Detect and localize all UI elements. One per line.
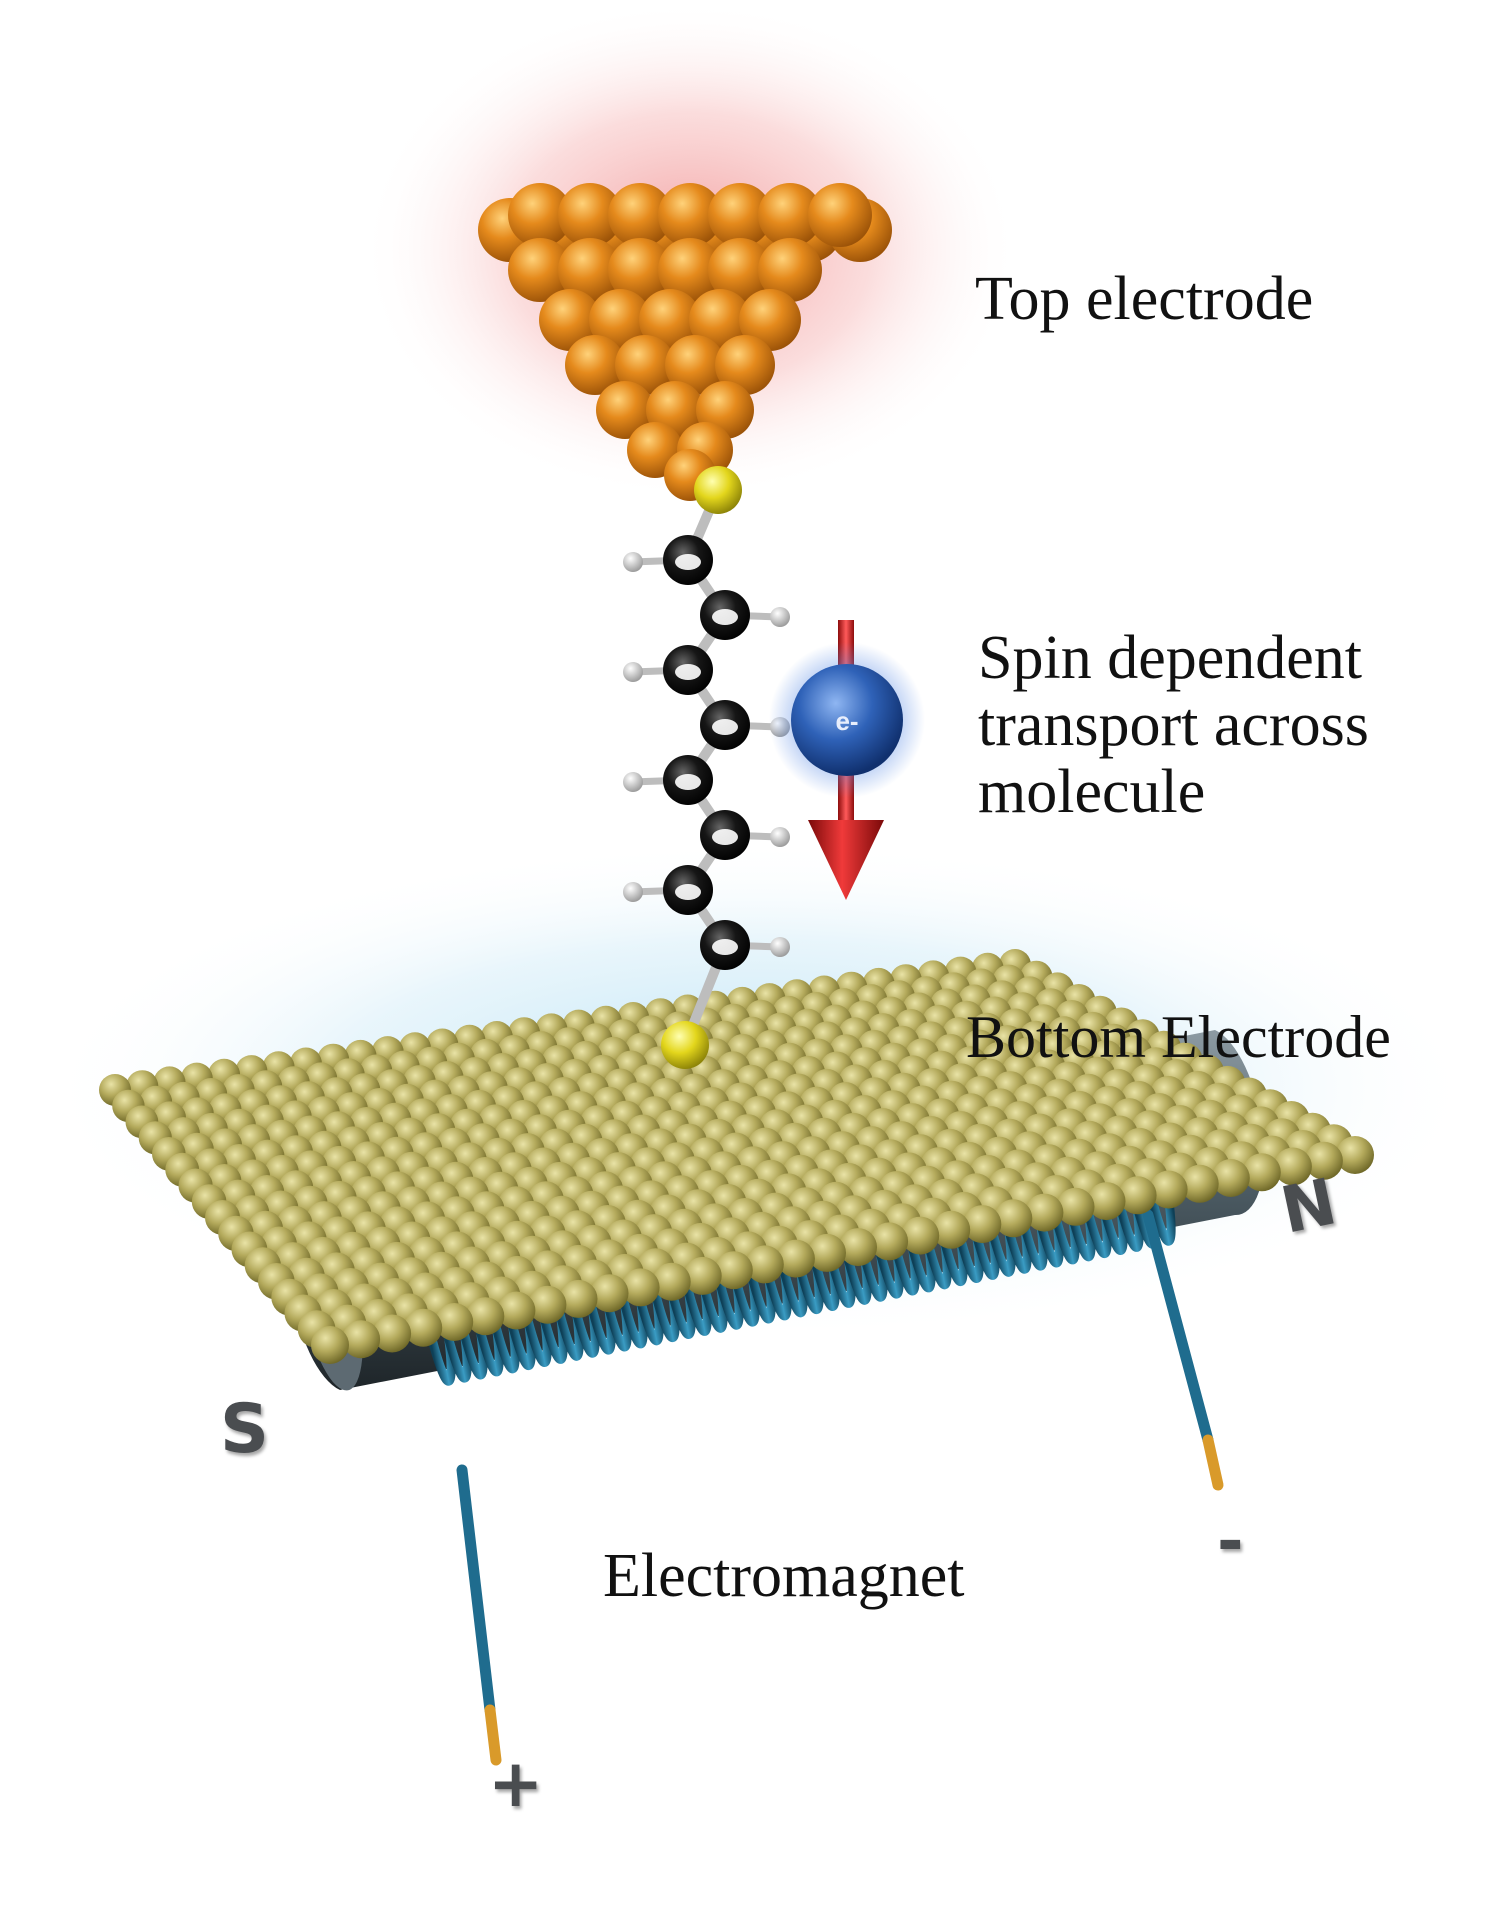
bottom-electrode-label: Bottom Electrode [966, 1004, 1391, 1070]
electron-sphere [791, 664, 903, 776]
top-electrode-atom [715, 335, 775, 395]
carbon-atom-highlight [675, 664, 701, 680]
bottom-electrode-atom [1056, 1187, 1095, 1226]
sulfur-atom [661, 1021, 709, 1069]
carbon-atom-highlight [712, 609, 738, 625]
negative-wire-tip [1202, 1434, 1224, 1491]
top-electrode-atom [608, 238, 672, 302]
bottom-electrode-atom [1180, 1164, 1219, 1203]
bottom-electrode-atom [1118, 1176, 1157, 1215]
bottom-electrode-atom [839, 1228, 877, 1267]
top-electrode-atom [508, 238, 572, 302]
negative-wire [1142, 1209, 1214, 1446]
bottom-electrode-atom [714, 1251, 753, 1290]
bottom-electrode-atom [994, 1199, 1033, 1238]
bottom-electrode-atom [683, 1256, 722, 1295]
bottom-electrode-atom [963, 1205, 1002, 1244]
carbon-atom-highlight [675, 554, 701, 570]
top-electrode-atom [539, 289, 601, 351]
bottom-electrode-atom [1304, 1141, 1343, 1180]
electron-symbol: e- [835, 706, 858, 736]
spin-transport-label: Spin dependent transport across molecule [978, 625, 1369, 826]
bottom-electrode-atom [1025, 1193, 1064, 1232]
hydrogen-atom [623, 772, 643, 792]
top-electrode-atom [708, 183, 772, 247]
top-electrode-atom [608, 183, 672, 247]
bottom-electrode-atom [745, 1245, 784, 1284]
bottom-electrode-atom [901, 1216, 940, 1255]
bottom-electrode-atom [870, 1222, 909, 1261]
top-electrode-atom [565, 335, 625, 395]
top-electrode-atom [596, 381, 654, 439]
bottom-electrode-atom [1242, 1153, 1281, 1192]
bottom-electrode-atom [435, 1303, 474, 1341]
spin-arrow-head [808, 820, 884, 900]
bottom-electrode-atom [932, 1210, 971, 1249]
bottom-electrode-atom [559, 1279, 598, 1318]
top-electrode-atom [758, 183, 822, 247]
bottom-electrode-atom [808, 1233, 846, 1272]
hydrogen-atom [770, 607, 790, 627]
bottom-electrode-atom [373, 1314, 412, 1353]
positive-wire [456, 1464, 496, 1716]
bottom-electrode-atom [1273, 1147, 1312, 1186]
top-electrode-atom [658, 183, 722, 247]
top-electrode [478, 183, 892, 501]
bottom-electrode-atom [1087, 1182, 1126, 1221]
carbon-atom-highlight [675, 884, 701, 900]
hydrogen-atom [623, 552, 643, 572]
sulfur-atom [694, 466, 742, 514]
spin-transport-line-1: Spin dependent [978, 624, 1362, 692]
bottom-electrode-atom [404, 1308, 443, 1347]
bottom-electrode-atom [1149, 1170, 1188, 1209]
spin-transport-line-3: molecule [978, 757, 1206, 826]
bottom-electrode-atom [590, 1274, 629, 1313]
top-electrode-label: Top electrode [975, 265, 1314, 333]
bottom-electrode-atom [342, 1320, 381, 1359]
hydrogen-atom [623, 662, 643, 682]
bottom-electrode-atom [497, 1291, 536, 1330]
bottom-electrode-atom [528, 1285, 567, 1324]
top-electrode-atom [689, 289, 751, 351]
bottom-electrode-atom [1336, 1136, 1374, 1174]
bottom-electrode-atom [652, 1262, 691, 1301]
hydrogen-atom [770, 827, 790, 847]
carbon-atom-highlight [712, 829, 738, 845]
carbon-atom-highlight [712, 719, 738, 735]
electromagnet-label: Electromagnet [603, 1542, 965, 1610]
electron: e- [769, 642, 925, 798]
top-electrode-atom [808, 183, 872, 247]
spin-transport-line-2: transport across [978, 690, 1369, 759]
top-electrode-atom [658, 238, 722, 302]
top-electrode-atom [558, 238, 622, 302]
bottom-electrode-atom [621, 1268, 660, 1307]
top-electrode-atom [639, 289, 701, 351]
top-electrode-atom [708, 238, 772, 302]
south-pole-label: S [220, 1390, 269, 1469]
carbon-atom-highlight [712, 939, 738, 955]
bottom-electrode-atom [466, 1297, 505, 1336]
bottom-electrode-atom [1211, 1159, 1250, 1197]
top-electrode-atom [508, 183, 572, 247]
bottom-electrode-atom [776, 1239, 815, 1278]
top-electrode-atom [558, 183, 622, 247]
top-electrode-atom [739, 289, 801, 351]
negative-terminal-label: - [1217, 1505, 1244, 1579]
hydrogen-atom [623, 882, 643, 902]
top-electrode-atom [589, 289, 651, 351]
carbon-atom-highlight [675, 774, 701, 790]
top-electrode-atom [615, 335, 675, 395]
positive-terminal-label: + [488, 1745, 544, 1822]
positive-wire-tip [484, 1704, 502, 1766]
hydrogen-atom [770, 937, 790, 957]
top-electrode-atom [758, 238, 822, 302]
bottom-electrode-atom [311, 1326, 349, 1364]
top-electrode-atom [665, 335, 725, 395]
